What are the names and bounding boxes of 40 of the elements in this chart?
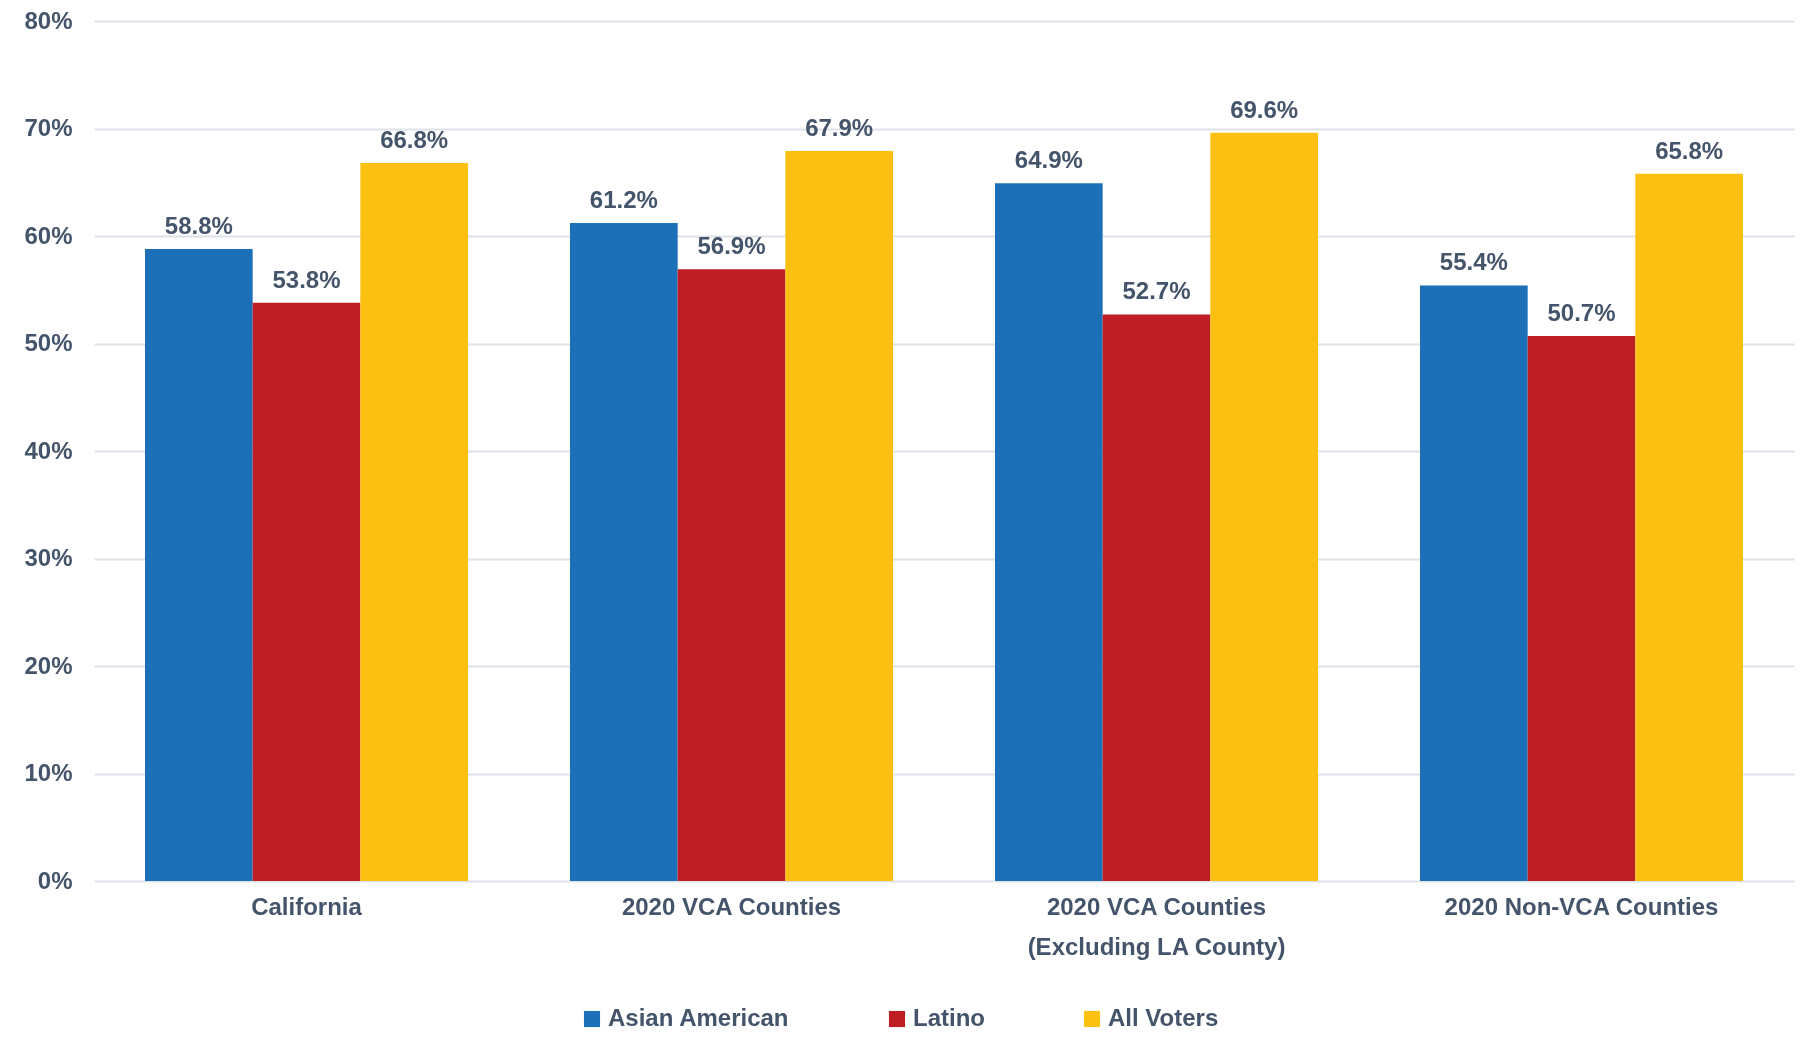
data-label: 55.4% xyxy=(1439,248,1508,276)
y-tick-label: 0% xyxy=(37,866,73,894)
bar xyxy=(995,183,1103,881)
bar xyxy=(1420,285,1528,881)
y-tick-label: 50% xyxy=(24,329,73,356)
x-tick-label: 2020 VCA Counties (Excluding LA County) xyxy=(1027,892,1286,960)
bar xyxy=(570,223,678,881)
bar xyxy=(785,151,893,881)
y-tick-label: 10% xyxy=(24,759,73,786)
data-label: 53.8% xyxy=(272,265,341,293)
y-tick-label: 20% xyxy=(24,651,73,679)
data-label: 61.2% xyxy=(589,186,658,214)
bar xyxy=(677,269,786,881)
data-label: 56.9% xyxy=(697,232,766,260)
data-label: 64.9% xyxy=(1014,146,1083,174)
y-tick-label: 40% xyxy=(24,436,73,464)
bar xyxy=(1210,132,1318,881)
data-label: 67.9% xyxy=(805,114,874,142)
legend-label: Asian American xyxy=(608,1004,789,1031)
x-tick-label: 2020 Non-VCA Counties xyxy=(1444,892,1719,920)
data-label: 69.6% xyxy=(1230,95,1299,123)
y-tick-label: 30% xyxy=(24,544,73,571)
data-label: 50.7% xyxy=(1547,298,1616,326)
bar xyxy=(252,302,361,881)
bar xyxy=(1635,173,1743,881)
data-label: 66.8% xyxy=(380,125,449,153)
bar xyxy=(145,248,253,881)
data-label: 52.7% xyxy=(1122,277,1191,305)
legend-label: Latino xyxy=(913,1004,985,1031)
legend-label: All Voters xyxy=(1108,1004,1219,1031)
y-tick-label: 70% xyxy=(24,114,73,141)
y-tick-label: 80% xyxy=(24,6,73,34)
bar xyxy=(1527,335,1636,881)
x-tick-label: California xyxy=(251,892,363,920)
data-label: 65.8% xyxy=(1655,136,1724,164)
bar xyxy=(360,162,468,881)
bar xyxy=(1102,314,1211,881)
y-tick-label: 60% xyxy=(24,221,73,249)
data-label: 58.8% xyxy=(164,211,233,239)
x-tick-label: 2020 VCA Counties xyxy=(621,892,842,920)
